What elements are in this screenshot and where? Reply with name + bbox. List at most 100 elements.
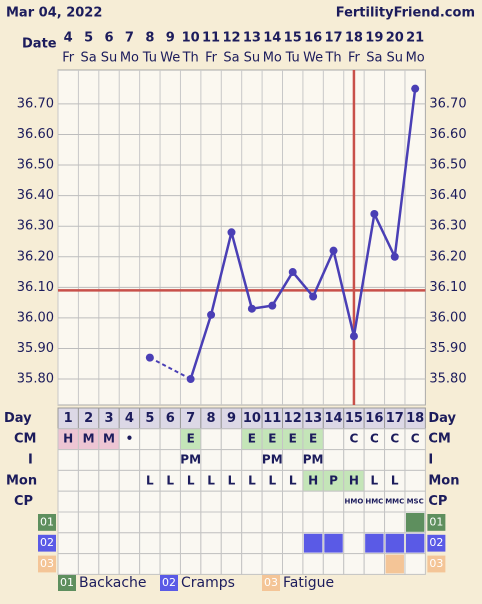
symptom-code: 03 <box>40 557 54 570</box>
row-label: Mon <box>6 473 37 488</box>
legend-code: 03 <box>264 576 278 589</box>
row-label-right: Mon <box>428 473 459 488</box>
mon-value: L <box>207 473 215 487</box>
day-number: 5 <box>145 411 154 426</box>
day-number: 18 <box>406 411 424 426</box>
symptom-cell <box>343 511 365 534</box>
table-cell <box>77 449 100 471</box>
y-tick-label-right: 36.30 <box>429 219 466 234</box>
symptom-cell <box>159 532 181 555</box>
symptom-cell <box>77 511 100 534</box>
table-cell <box>241 449 263 471</box>
symptom-code-right-box <box>427 514 446 531</box>
symptom-mark <box>405 513 425 532</box>
weekday-label: Mo <box>120 51 139 66</box>
symptom-mark <box>303 533 323 553</box>
symptom-cell <box>302 511 324 534</box>
cp-value: HMO <box>345 498 364 506</box>
cm-value: C <box>411 432 420 446</box>
table-cell <box>118 449 141 471</box>
day-number: 6 <box>166 411 175 426</box>
day-number: 16 <box>365 411 383 426</box>
legend-code: 01 <box>60 576 74 589</box>
y-tick-label-right: 36.60 <box>429 127 466 142</box>
legend-box <box>262 575 280 591</box>
table-cell <box>139 449 161 471</box>
y-tick-label-right: 36.70 <box>429 96 466 111</box>
table-cell <box>282 449 304 471</box>
symptom-cell <box>282 532 304 555</box>
day-number: 14 <box>324 411 342 426</box>
x-tick-label: 7 <box>125 31 134 46</box>
x-tick-label: 14 <box>263 31 281 46</box>
mon-value: L <box>146 473 154 487</box>
symptom-cell <box>179 553 202 575</box>
symptom-cell <box>139 532 161 555</box>
symptom-cell <box>282 511 304 534</box>
y-tick-label: 36.50 <box>17 158 54 173</box>
x-label: Date <box>22 37 57 52</box>
legend-code: 02 <box>162 576 176 589</box>
weekday-label: Th <box>182 51 199 66</box>
day-number: 4 <box>125 411 134 426</box>
table-cell <box>57 449 79 471</box>
legend-label: Fatigue <box>283 575 334 591</box>
weekday-label: Sa <box>366 51 382 66</box>
temp-point <box>390 252 399 261</box>
symptom-code-right-box <box>427 534 446 552</box>
weekday-label: Su <box>101 51 118 66</box>
x-tick-label: 4 <box>64 31 73 46</box>
symptom-cell <box>220 532 243 555</box>
row-label: CP <box>14 494 33 509</box>
symptom-code-box <box>38 514 56 531</box>
x-tick-label: 15 <box>284 31 302 46</box>
symptom-mark <box>385 554 404 574</box>
symptom-cell <box>57 532 79 555</box>
table-cell <box>404 469 426 492</box>
symptom-code: 01 <box>40 515 54 528</box>
symptom-mark <box>365 533 384 553</box>
symptom-cell <box>241 532 263 555</box>
table-cell <box>322 449 345 471</box>
table-cell <box>282 490 304 513</box>
y-tick-label: 36.30 <box>17 219 54 234</box>
symptom-cell <box>200 511 222 534</box>
y-tick-label-right: 36.50 <box>429 158 466 173</box>
cp-value: MSC <box>407 498 424 506</box>
table-cell <box>77 469 100 492</box>
cp-value: HMC <box>365 498 383 506</box>
symptom-cell <box>261 511 284 534</box>
mon-value: H <box>349 473 359 487</box>
y-tick-label-right: 36.40 <box>429 188 466 203</box>
temp-point <box>349 332 358 341</box>
symptom-cell <box>77 532 100 555</box>
y-tick-label-right: 36.20 <box>429 249 466 264</box>
y-tick-label: 36.10 <box>17 280 54 295</box>
day-number: 17 <box>386 411 404 426</box>
temp-point <box>329 246 338 255</box>
cm-value: E <box>309 432 317 446</box>
symptom-cell <box>200 532 222 555</box>
weekday-label: Sa <box>81 51 97 66</box>
symptom-cell <box>139 511 161 534</box>
symptom-cell <box>261 532 284 555</box>
mon-value: L <box>391 473 399 487</box>
symptom-cell <box>343 532 365 555</box>
temp-point <box>227 228 236 237</box>
mon-value: L <box>371 473 379 487</box>
table-cell <box>77 490 100 513</box>
mon-value: L <box>228 473 236 487</box>
table-cell <box>220 428 243 451</box>
day-number: 11 <box>263 411 281 426</box>
symptom-code-right: 01 <box>429 515 443 528</box>
symptom-cell <box>159 511 181 534</box>
y-tick-label-right: 36.10 <box>429 280 466 295</box>
table-cell <box>200 449 222 471</box>
weekday-label: Fr <box>205 51 218 66</box>
table-cell <box>363 449 386 471</box>
symptom-cell <box>384 511 406 534</box>
table-cell <box>159 449 181 471</box>
symptom-cell <box>179 532 202 555</box>
cm-value: E <box>187 432 195 446</box>
table-cell <box>118 490 141 513</box>
